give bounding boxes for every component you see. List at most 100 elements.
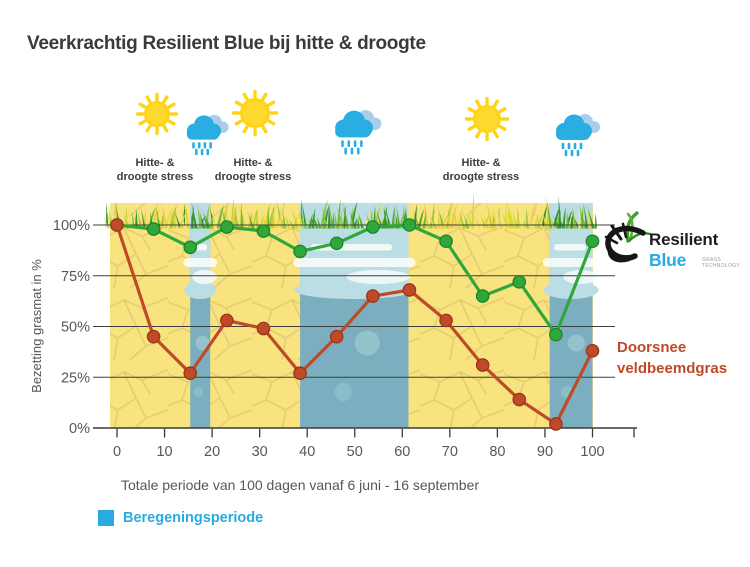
water-surface	[294, 281, 415, 299]
x-tick-label: 100	[580, 444, 604, 460]
grass-blade	[456, 207, 466, 229]
water-streak	[346, 270, 410, 284]
grass-blade	[106, 201, 109, 229]
sun-ray	[242, 125, 249, 134]
grass-blade	[196, 202, 202, 229]
sun-icon	[464, 96, 510, 142]
grass-blade	[191, 200, 198, 229]
grass-blade	[337, 198, 341, 229]
water-bubble	[354, 330, 380, 356]
grass-blade	[545, 205, 549, 229]
water-bubble	[567, 334, 585, 352]
grass-blade	[511, 208, 518, 229]
grass-blade	[453, 204, 458, 229]
grass-blade	[447, 200, 452, 229]
water-streak	[542, 258, 600, 267]
grass-blade	[391, 205, 395, 229]
grass-blade	[140, 208, 146, 229]
grass-blade	[180, 209, 186, 229]
grass-blade	[587, 208, 595, 229]
grass-blade	[461, 210, 470, 229]
grass-blade	[173, 209, 182, 229]
rain-cloud-icon	[335, 110, 382, 155]
x-tick-label: 20	[204, 444, 220, 460]
grass-blade	[268, 204, 275, 229]
data-point	[512, 275, 527, 289]
grass-blade	[479, 212, 487, 229]
data-point	[329, 236, 344, 251]
x-tick-label: 60	[394, 444, 410, 460]
x-tick-label: 40	[299, 444, 315, 460]
water-surface	[184, 281, 217, 299]
grass-blade	[529, 204, 535, 229]
grass-blade	[320, 199, 328, 229]
grass-blade	[374, 206, 384, 229]
front-cloud	[556, 129, 590, 140]
grass-blade	[298, 205, 304, 229]
data-point	[220, 313, 234, 328]
data-point	[110, 218, 124, 232]
grass-blade	[125, 208, 134, 229]
water-surface	[543, 281, 599, 299]
sun-ray	[267, 100, 276, 107]
x-tick-label: 50	[347, 444, 363, 460]
grass-blade	[473, 217, 479, 229]
grass-blade	[289, 203, 299, 229]
sun-ray	[492, 130, 499, 139]
grass-blade	[493, 205, 504, 229]
water-streak	[192, 270, 217, 284]
page-title: Veerkrachtig Resilient Blue bij hitte & …	[27, 33, 426, 54]
grass-blade	[545, 194, 553, 229]
grass-blade	[500, 208, 509, 229]
grass-blade	[396, 205, 401, 229]
irrigation-legend-swatch	[98, 510, 114, 526]
resilient-blue-logo-icon	[597, 210, 659, 272]
sun-ray	[475, 99, 482, 108]
y-axis-title: Bezetting grasmat in %	[29, 259, 44, 393]
grass-blade	[311, 207, 316, 229]
water-bubble	[334, 383, 353, 401]
grass-blade	[245, 209, 255, 229]
data-point	[402, 218, 417, 232]
grass-blade	[429, 209, 436, 229]
logo-tagline: GRASS TECHNOLOGY	[702, 257, 741, 270]
data-point	[585, 234, 600, 249]
data-point	[549, 327, 563, 342]
grass-blade	[341, 196, 350, 229]
grass-blade	[184, 199, 190, 229]
grass-blade	[279, 202, 283, 229]
grass-blade	[333, 209, 338, 229]
grass-blade	[280, 209, 291, 229]
data-point	[146, 329, 161, 344]
grass-blade	[425, 208, 429, 229]
data-point	[256, 321, 271, 336]
front-cloud	[335, 125, 371, 138]
grass-blade	[558, 195, 562, 229]
grass-blade	[463, 205, 475, 229]
chart-caption: Totale periode van 100 dagen vanaf 6 jun…	[121, 477, 480, 493]
grass-blade	[135, 209, 138, 229]
data-point	[366, 289, 380, 303]
data-point	[402, 283, 417, 297]
grass-blade	[240, 205, 247, 229]
sun-ray	[138, 119, 147, 126]
grass-blade	[153, 207, 164, 229]
data-point	[475, 358, 490, 372]
sun-ray	[467, 107, 476, 114]
sun-ray	[492, 99, 499, 108]
sun-ray	[167, 119, 176, 126]
sun-disc	[146, 103, 168, 125]
grass-blade	[453, 207, 462, 229]
sun-ray	[467, 124, 476, 131]
sun-ray	[167, 102, 176, 109]
grass-blade	[384, 207, 392, 229]
y-tick-label: 75%	[61, 269, 90, 285]
sun-ray	[261, 125, 268, 134]
grass-blade	[201, 209, 212, 229]
series-path	[115, 224, 594, 426]
grass-blade	[321, 204, 328, 229]
x-tick-label: 10	[156, 444, 172, 460]
series-line-resilient-blue	[110, 218, 600, 342]
